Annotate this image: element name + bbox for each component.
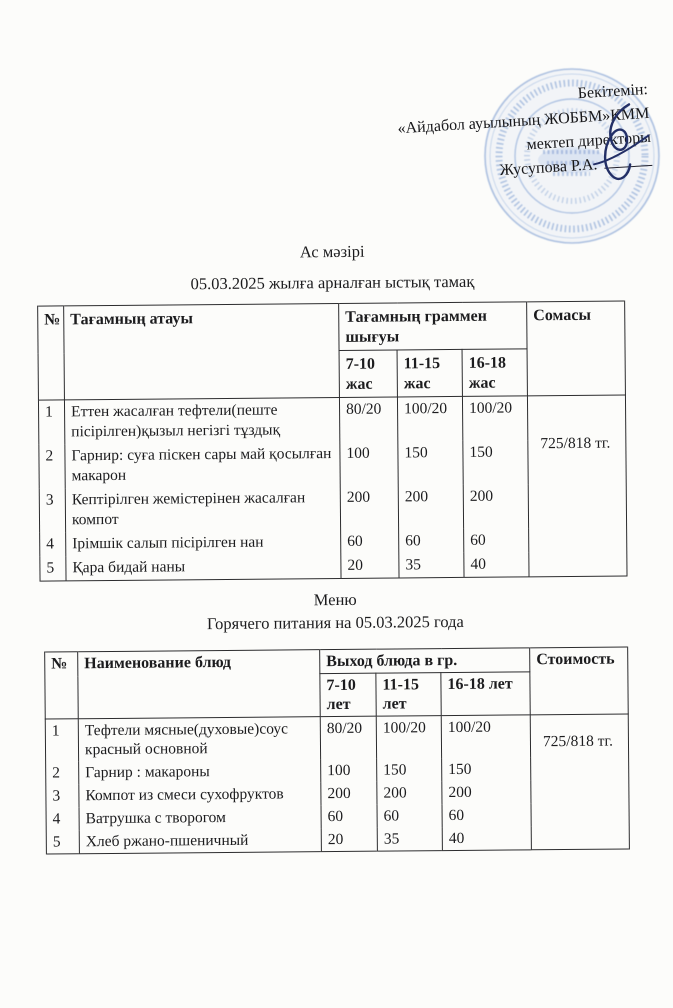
item-name-cell: Қара бидай наны xyxy=(65,553,342,581)
menu-table-ru: № Наименование блюд Выход блюда в гр. Ст… xyxy=(44,646,630,855)
header-age-11-15: 11-15 лет xyxy=(375,672,442,717)
header-age-7-10: 7-10 жас xyxy=(339,349,398,398)
portion-cell: 200 xyxy=(320,781,378,806)
total-cost-cell: 725/818 тг. xyxy=(530,713,630,850)
header-age-11-15: 11-15 жас xyxy=(397,349,463,397)
table-header-row: № Тағамның атауы Тағамның граммен шығуы … xyxy=(37,300,626,401)
menu-subtitle-ru: Горячего питания на 05.03.2025 года xyxy=(206,611,464,634)
portion-cell: 200 xyxy=(441,780,532,805)
portion-cell: 150 xyxy=(441,757,531,782)
portion-cell: 100/20 xyxy=(376,715,442,759)
header-num: № xyxy=(37,305,65,401)
portion-cell: 200 xyxy=(398,484,464,530)
portion-cell: 35 xyxy=(398,552,465,578)
portion-cell: 80/20 xyxy=(320,716,377,760)
header-sum: Стоимость xyxy=(529,646,629,715)
portion-cell: 40 xyxy=(442,826,532,851)
portion-cell: 100/20 xyxy=(441,714,531,759)
item-number-cell: 4 xyxy=(39,532,66,557)
portion-cell: 60 xyxy=(321,804,378,829)
header-portion-group: Тағамның граммен шығуы xyxy=(338,301,528,351)
item-name-cell: Гарнир : макароны xyxy=(78,759,321,785)
header-portion-group: Выход блюда в гр. xyxy=(319,647,530,674)
portion-cell: 100 xyxy=(339,441,399,486)
table-row: 1 Тефтели мясные(духовые)соус красный ос… xyxy=(45,713,630,850)
item-number-cell: 5 xyxy=(46,830,80,855)
item-name-cell: Компот из смеси сухофруктов xyxy=(78,782,322,808)
header-age-16-18: 16-18 лет xyxy=(440,671,531,716)
portion-cell: 40 xyxy=(463,552,530,578)
signature-icon xyxy=(593,103,650,181)
round-stamp-icon xyxy=(484,68,660,244)
header-sum: Сомасы xyxy=(526,300,626,396)
item-number-cell: 3 xyxy=(39,488,66,533)
header-age-7-10: 7-10 лет xyxy=(319,673,377,717)
total-cost-cell: 725/818 тг. xyxy=(527,394,628,577)
portion-cell: 60 xyxy=(340,529,399,554)
item-number-cell: 1 xyxy=(45,718,79,762)
portion-cell: 60 xyxy=(442,803,532,828)
header-num: № xyxy=(44,651,79,720)
menu-title-ru: Меню xyxy=(313,589,357,610)
section2-titles: Меню Горячего питания на 05.03.2025 года xyxy=(42,587,629,635)
menu-subtitle-kk: 05.03.2025 жылға арналған ыстық тамақ xyxy=(190,271,475,294)
item-number-cell: 2 xyxy=(45,761,79,785)
portion-cell: 20 xyxy=(321,827,378,852)
item-number-cell: 1 xyxy=(38,399,65,445)
header-dish-name: Наименование блюд xyxy=(77,649,321,719)
item-name-cell: Ірімшік салып пісірілген нан xyxy=(65,529,341,557)
portion-cell: 100 xyxy=(320,758,377,783)
menu-table-kk: № Тағамның атауы Тағамның граммен шығуы … xyxy=(37,300,628,582)
item-name-cell: Гарнир: суға піскен сары май қосылған ма… xyxy=(64,441,341,489)
item-number-cell: 3 xyxy=(45,784,80,808)
item-name-cell: Еттен жасалған тефтели(пеште пісірілген)… xyxy=(64,397,340,445)
portion-cell: 200 xyxy=(463,484,529,529)
item-number-cell: 2 xyxy=(38,444,66,489)
portion-cell: 60 xyxy=(398,528,464,554)
portion-cell: 20 xyxy=(340,553,400,579)
portion-cell: 60 xyxy=(377,804,443,828)
portion-cell: 150 xyxy=(397,440,464,486)
table-row: 1 Еттен жасалған тефтели(пеште пісірілге… xyxy=(38,394,628,577)
item-name-cell: Кептірілген жемістерінен жасалған компот xyxy=(65,485,341,533)
portion-cell: 200 xyxy=(376,781,443,805)
portion-cell: 150 xyxy=(376,758,442,782)
table-header-row: № Наименование блюд Выход блюда в гр. Ст… xyxy=(44,646,629,720)
item-number-cell: 5 xyxy=(39,556,67,582)
item-name-cell: Тефтели мясные(духовые)соус красный осно… xyxy=(78,716,321,762)
portion-cell: 60 xyxy=(463,528,529,553)
item-name-cell: Ватрушка с творогом xyxy=(79,805,322,831)
item-name-cell: Хлеб ржано-пшеничный xyxy=(79,828,322,854)
portion-cell: 100/20 xyxy=(397,396,463,442)
portion-cell: 200 xyxy=(340,485,399,530)
portion-cell: 100/20 xyxy=(462,395,528,441)
portion-cell: 35 xyxy=(377,827,443,852)
header-age-16-18: 16-18 жас xyxy=(462,348,528,397)
portion-cell: 150 xyxy=(462,440,529,485)
header-dish-name: Тағамның атауы xyxy=(63,303,340,400)
portion-cell: 80/20 xyxy=(339,396,398,442)
item-number-cell: 4 xyxy=(46,807,80,831)
